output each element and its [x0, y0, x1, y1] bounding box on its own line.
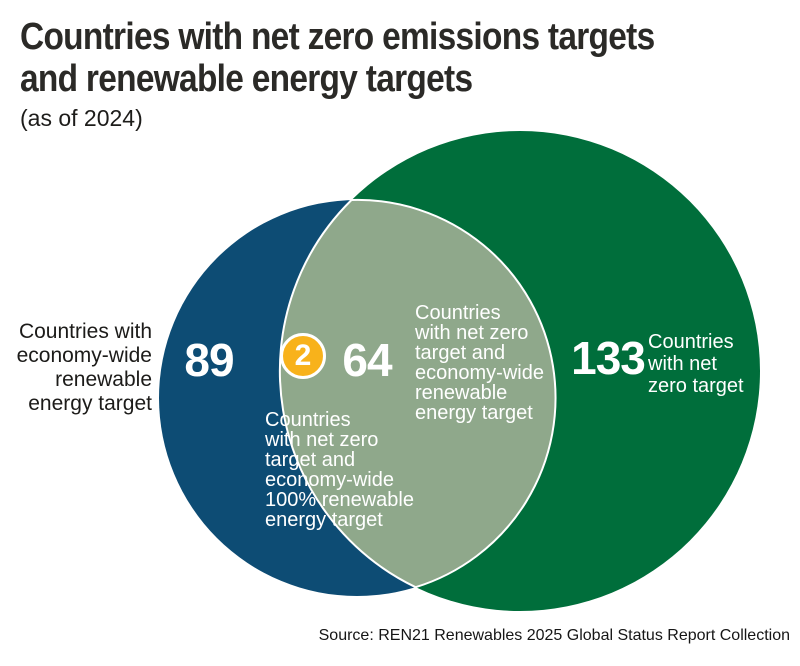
source-note: Source: REN21 Renewables 2025 Global Sta… [318, 627, 790, 644]
page-subtitle: (as of 2024) [20, 105, 143, 131]
value-badge: 2 [294, 339, 312, 372]
label-badge: Countries with net zero target and econo… [265, 409, 414, 531]
page-title: Countries with net zero emissions target… [20, 16, 655, 100]
label-renewable-only: Countries with economy-wide renewable en… [16, 320, 152, 415]
value-intersection: 64 [342, 334, 392, 386]
value-renewable-only: 89 [184, 334, 234, 386]
badge-circle [280, 333, 326, 379]
value-net-zero-only: 133 [571, 332, 646, 384]
label-intersection: Countries with net zero target and econo… [415, 302, 544, 424]
label-net-zero-only: Countries with net zero target [648, 331, 744, 397]
